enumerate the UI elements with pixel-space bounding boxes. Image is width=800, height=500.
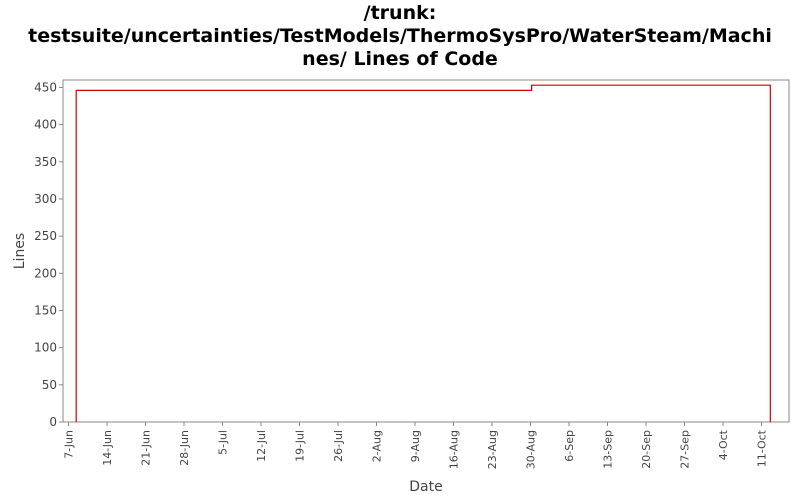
y-tick-label: 100 — [34, 341, 57, 355]
x-tick-label: 6-Sep — [563, 430, 576, 462]
x-tick-label: 19-Jul — [294, 430, 307, 462]
chart-title-line-2: testsuite/uncertainties/TestModels/Therm… — [28, 25, 772, 47]
x-tick-label: 30-Aug — [525, 430, 538, 469]
y-tick-label: 300 — [34, 192, 57, 206]
chart-title-line-3: nes/ Lines of Code — [302, 48, 498, 70]
x-tick-label: 2-Aug — [371, 430, 384, 462]
x-tick-label: 14-Jun — [101, 430, 114, 466]
x-tick-label: 26-Jul — [332, 430, 345, 462]
y-tick-label: 450 — [34, 80, 57, 94]
y-tick-label: 200 — [34, 266, 57, 280]
x-tick-label: 28-Jun — [178, 430, 191, 466]
y-tick-label: 400 — [34, 118, 57, 132]
x-tick-label: 27-Sep — [679, 430, 692, 469]
x-tick-label: 23-Aug — [486, 430, 499, 469]
chart-title-line-1: /trunk: — [363, 2, 437, 24]
y-tick-label: 350 — [34, 155, 57, 169]
x-tick-label: 5-Jul — [217, 430, 230, 455]
x-tick-label: 13-Sep — [602, 430, 615, 469]
x-tick-label: 9-Aug — [409, 430, 422, 462]
plot-area — [62, 79, 790, 423]
x-axis-title: Date — [409, 479, 442, 495]
y-tick-label: 50 — [42, 378, 57, 392]
y-tick-label: 150 — [34, 303, 57, 317]
x-tick-label: 7-Jun — [63, 430, 76, 459]
x-tick-label: 4-Oct — [717, 429, 730, 460]
x-tick-label: 16-Aug — [448, 430, 461, 469]
y-axis-title: Lines — [12, 233, 28, 269]
y-tick-label: 250 — [34, 229, 57, 243]
x-tick-label: 20-Sep — [640, 430, 653, 469]
x-tick-label: 21-Jun — [140, 430, 153, 466]
series-line — [75, 84, 771, 422]
x-tick-label: 11-Oct — [756, 429, 769, 467]
y-tick-label: 0 — [49, 415, 57, 429]
x-tick-label: 12-Jul — [255, 430, 268, 462]
